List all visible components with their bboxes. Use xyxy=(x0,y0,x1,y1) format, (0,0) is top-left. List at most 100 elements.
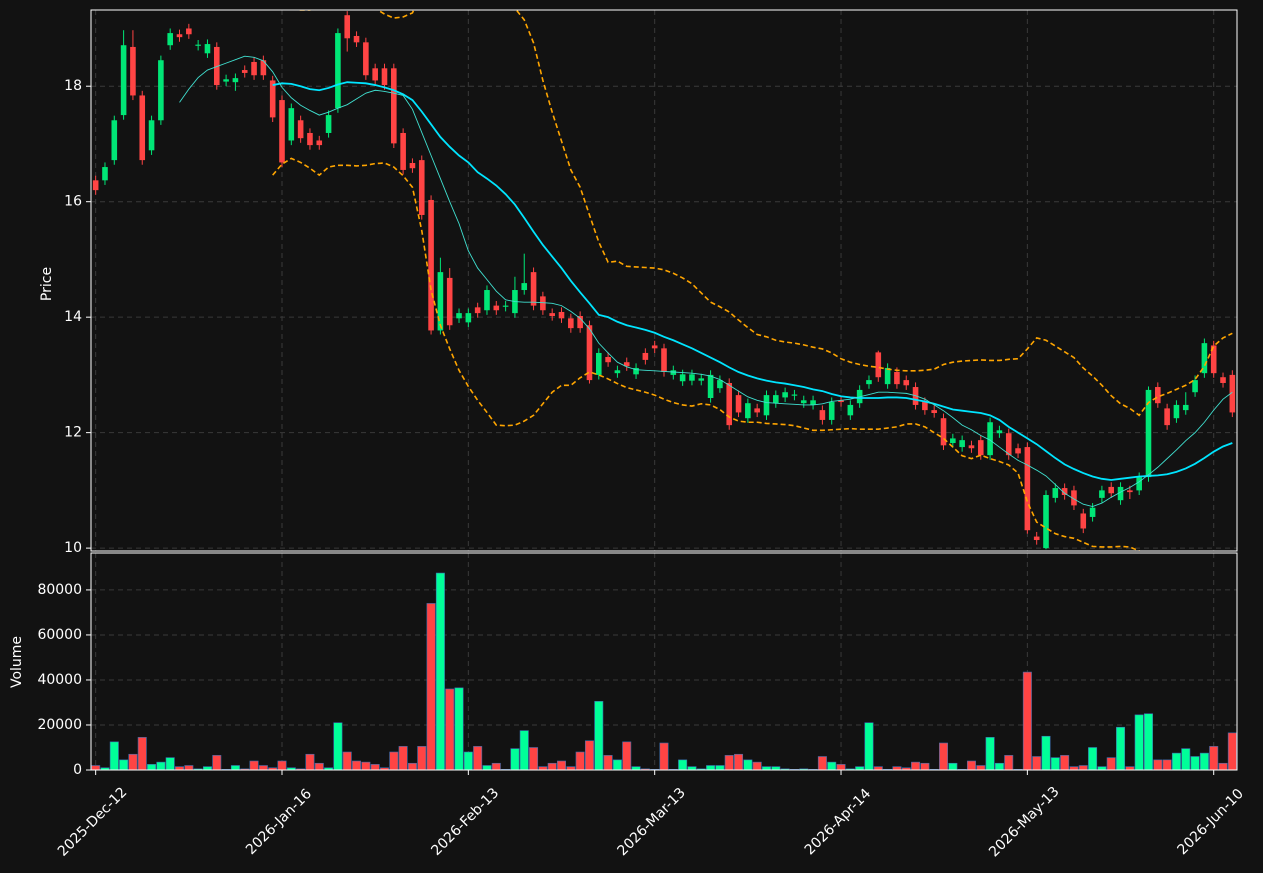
x-tick-label: 2026-May-13 xyxy=(986,784,1063,861)
volume-bar xyxy=(538,766,548,771)
x-tick-label: 2026-Feb-13 xyxy=(428,785,502,859)
volume-bar xyxy=(175,766,185,771)
candle-body xyxy=(950,438,956,444)
volume-bar xyxy=(1097,766,1107,771)
candle-body xyxy=(605,357,611,363)
volume-bar xyxy=(678,759,688,771)
candle-body xyxy=(279,100,285,163)
candle-body xyxy=(1052,488,1059,498)
candle-body xyxy=(735,395,742,413)
volume-bar xyxy=(407,762,417,771)
candle-body xyxy=(297,120,304,139)
volume-bar xyxy=(1041,735,1051,771)
candle-body xyxy=(819,410,826,420)
candle-body xyxy=(521,283,528,291)
volume-bar xyxy=(314,762,324,771)
candle-body xyxy=(884,367,891,385)
volume-bar xyxy=(1069,766,1079,771)
candle-body xyxy=(316,140,323,146)
candle-body xyxy=(959,440,965,448)
candle-body xyxy=(1127,490,1133,493)
volume-bar xyxy=(724,755,734,771)
x-tick-label: 2026-Mar-13 xyxy=(615,785,689,859)
volume-bar xyxy=(575,751,585,771)
volume-bar xyxy=(659,742,669,771)
volume-bar xyxy=(864,722,874,771)
candle-body xyxy=(595,352,602,375)
volume-bar xyxy=(985,737,995,771)
volume-bar xyxy=(771,766,781,771)
candle-body xyxy=(223,79,229,82)
volume-bar xyxy=(463,751,473,771)
volume-bar xyxy=(612,759,622,771)
candle-body xyxy=(232,78,239,83)
candle-body xyxy=(745,403,751,419)
candle-body xyxy=(363,42,369,76)
candle-body xyxy=(586,325,593,381)
volume-bar xyxy=(277,760,287,771)
candle-body xyxy=(540,296,546,311)
candle-body xyxy=(894,372,900,385)
volume-bar xyxy=(1153,759,1163,771)
y-tick-label: 80000 xyxy=(37,582,82,598)
candle-body xyxy=(642,352,649,360)
y-tick-label: 16 xyxy=(64,194,82,210)
volume-bar xyxy=(212,755,222,771)
candle-body xyxy=(102,167,108,181)
candle-body xyxy=(1033,536,1040,541)
candle-body xyxy=(810,400,816,405)
volume-bar xyxy=(1116,726,1126,771)
overlay-line xyxy=(179,55,1233,508)
volume-bar xyxy=(1088,747,1098,771)
candle-body xyxy=(977,440,984,456)
candle-body xyxy=(1005,433,1012,456)
candle-body xyxy=(922,402,928,411)
candle-body xyxy=(1229,374,1236,413)
candle-body xyxy=(1099,490,1105,498)
candle-body xyxy=(130,46,136,96)
volume-bar xyxy=(1032,756,1042,771)
candle-body xyxy=(186,28,192,35)
volume-bar xyxy=(734,753,744,771)
candle-body xyxy=(111,120,118,161)
volume-bar xyxy=(305,753,315,771)
volume-bar xyxy=(119,759,129,771)
volume-bar xyxy=(333,722,343,771)
candle-body xyxy=(213,46,220,86)
volume-bar xyxy=(547,762,557,771)
volume-bar xyxy=(445,688,455,771)
volume-bar xyxy=(91,765,101,771)
y-axis-label: Price xyxy=(39,267,55,301)
candle-body xyxy=(335,33,341,109)
candle-body xyxy=(754,408,760,413)
candle-body xyxy=(623,362,630,367)
candle-body xyxy=(866,380,872,385)
x-tick-label: 2026-Apr-14 xyxy=(802,786,875,859)
candle-body xyxy=(409,163,416,169)
candle-body xyxy=(418,160,425,215)
volume-bar xyxy=(752,761,762,771)
candle-body xyxy=(651,345,658,349)
candle-body xyxy=(800,400,807,404)
candle-body xyxy=(931,410,937,414)
candle-body xyxy=(698,378,705,381)
y-tick-label: 0 xyxy=(73,762,82,778)
volume-bar xyxy=(836,764,846,771)
volume-bar xyxy=(529,747,539,771)
candle-body xyxy=(1043,494,1049,549)
candle-body xyxy=(353,35,360,43)
volume-bar xyxy=(1190,756,1200,771)
volume-bar xyxy=(1181,748,1191,771)
candle-body xyxy=(828,402,835,420)
candle-body xyxy=(1145,389,1152,478)
candle-body xyxy=(707,374,714,398)
volume-bar xyxy=(435,572,445,771)
volume-bar xyxy=(1171,752,1181,771)
volume-bar xyxy=(473,746,483,771)
volume-bar xyxy=(892,766,902,771)
volume-bar xyxy=(230,765,240,771)
x-tick-label: 2026-Jan-16 xyxy=(243,786,315,858)
volume-bar xyxy=(426,603,436,771)
candle-body xyxy=(968,445,975,449)
candle-body xyxy=(558,311,565,319)
